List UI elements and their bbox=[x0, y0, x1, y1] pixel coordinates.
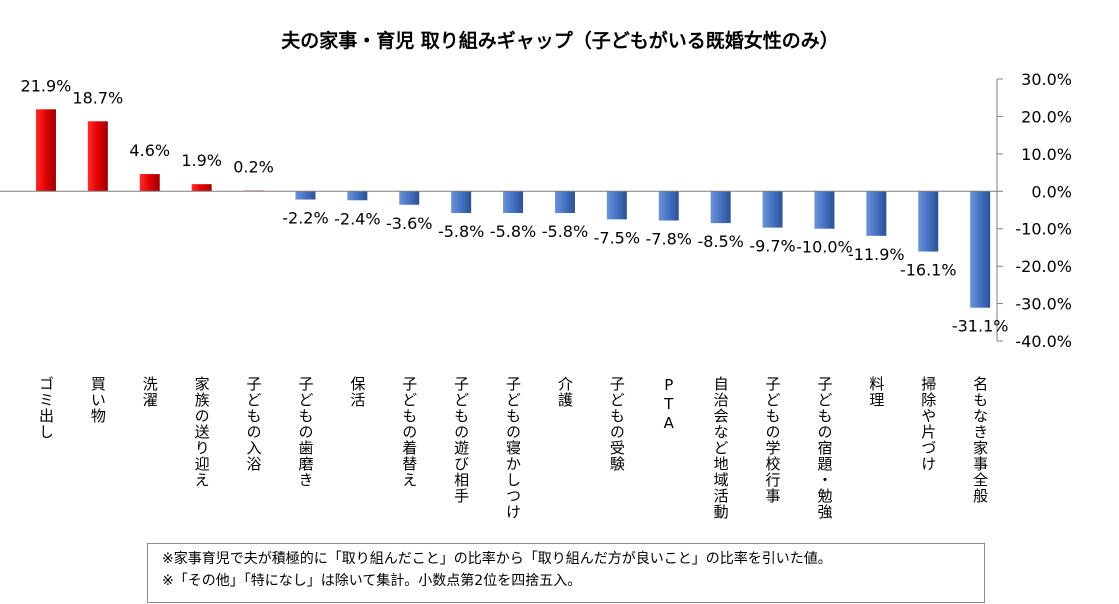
category-label: 子どもの遊び相手 bbox=[452, 376, 470, 504]
category-label: 子どもの受験 bbox=[608, 376, 626, 472]
bar bbox=[139, 174, 160, 192]
y-tick-label: -20.0% bbox=[1015, 257, 1072, 276]
data-label: -9.7% bbox=[749, 237, 795, 256]
data-label: -10.0% bbox=[796, 238, 853, 257]
category-label: 子どもの歯磨き bbox=[296, 376, 314, 488]
bar bbox=[35, 109, 56, 192]
y-tick-label: 0.0% bbox=[1031, 182, 1072, 201]
category-label: 自治会など地域活動 bbox=[712, 376, 730, 520]
y-tick-label: -40.0% bbox=[1015, 332, 1072, 351]
category-label: 子どもの学校行事 bbox=[764, 376, 782, 504]
footnote-box: ※家事育児で夫が積極的に「取り組んだこと」の比率から「取り組んだ方が良いこと」の… bbox=[147, 543, 985, 603]
data-label: -7.5% bbox=[594, 228, 640, 247]
category-label: 買い物 bbox=[89, 376, 107, 424]
bar bbox=[814, 191, 835, 229]
bar bbox=[87, 121, 108, 192]
data-label: 1.9% bbox=[181, 151, 222, 170]
data-labels: 21.9%18.7% 4.6% 1.9% 0.2% -2.2% -2.4% -3.6% -5.… bbox=[21, 76, 1009, 335]
bars-layer bbox=[35, 109, 991, 308]
category-label: PTA bbox=[660, 376, 678, 433]
category-label: 介護 bbox=[556, 376, 574, 408]
bar bbox=[295, 191, 316, 200]
category-labels: ゴミ出し 買い物 洗濯 家族の送り迎え 子どもの入浴 子どもの歯磨き 保活 子どもの着替え 子ど… bbox=[37, 375, 989, 520]
data-label: -2.2% bbox=[282, 209, 328, 228]
data-label: -5.8% bbox=[490, 222, 536, 241]
category-label: 子どもの宿題・勉強 bbox=[815, 376, 833, 520]
data-label: -3.6% bbox=[386, 214, 432, 233]
category-label: 保活 bbox=[348, 376, 366, 408]
bar bbox=[451, 191, 472, 213]
category-label: 料理 bbox=[867, 376, 885, 408]
data-label: 0.2% bbox=[233, 158, 274, 177]
data-label: 21.9% bbox=[21, 76, 72, 95]
data-label: -2.4% bbox=[334, 209, 380, 228]
bar bbox=[554, 191, 575, 213]
footnote-line-1: ※家事育児で夫が積極的に「取り組んだこと」の比率から「取り組んだ方が良いこと」の… bbox=[162, 551, 832, 567]
data-label: -5.8% bbox=[542, 222, 588, 241]
category-label: 名もなき家事全般 bbox=[971, 376, 989, 504]
footnote-line-2: ※「その他」「特になし」は除いて集計。小数点第2位を四捨五入。 bbox=[162, 573, 582, 589]
category-label: 家族の送り迎え bbox=[193, 376, 211, 488]
data-label: -11.9% bbox=[848, 245, 905, 264]
data-label: 18.7% bbox=[72, 88, 123, 107]
data-label: -8.5% bbox=[697, 232, 743, 251]
bar bbox=[710, 191, 731, 224]
chart-title: 夫の家事・育児 取り組みギャップ（子どもがいる既婚女性のみ） bbox=[281, 29, 839, 52]
bar bbox=[347, 191, 368, 201]
data-label: -31.1% bbox=[952, 317, 1009, 336]
bar bbox=[918, 191, 939, 252]
y-tick-label: 30.0% bbox=[1021, 70, 1072, 89]
data-label: 4.6% bbox=[129, 141, 170, 160]
y-tick-label: -30.0% bbox=[1015, 295, 1072, 314]
bar bbox=[606, 191, 627, 220]
y-tick-label: -10.0% bbox=[1015, 220, 1072, 239]
data-label: -7.8% bbox=[646, 229, 692, 248]
y-axis: 30.0% 20.0% 10.0% 0.0% -10.0% -20.0% -30.0% -40… bbox=[0, 70, 1072, 351]
data-label: -5.8% bbox=[438, 222, 484, 241]
bar bbox=[658, 191, 679, 221]
bar bbox=[970, 191, 991, 308]
bar bbox=[399, 191, 420, 205]
category-label: 掃除や片づけ bbox=[919, 375, 937, 472]
bar bbox=[762, 191, 783, 228]
category-label: ゴミ出し bbox=[37, 376, 55, 440]
category-label: 子どもの着替え bbox=[400, 376, 418, 488]
bar bbox=[191, 184, 212, 192]
category-label: 洗濯 bbox=[141, 376, 159, 408]
category-label: 子どもの寝かしつけ bbox=[504, 376, 522, 520]
bar bbox=[866, 191, 887, 236]
category-label: 子どもの入浴 bbox=[245, 376, 263, 472]
y-tick-label: 20.0% bbox=[1021, 107, 1072, 126]
y-tick-label: 10.0% bbox=[1021, 145, 1072, 164]
bar bbox=[503, 191, 524, 213]
data-label: -16.1% bbox=[900, 261, 957, 280]
